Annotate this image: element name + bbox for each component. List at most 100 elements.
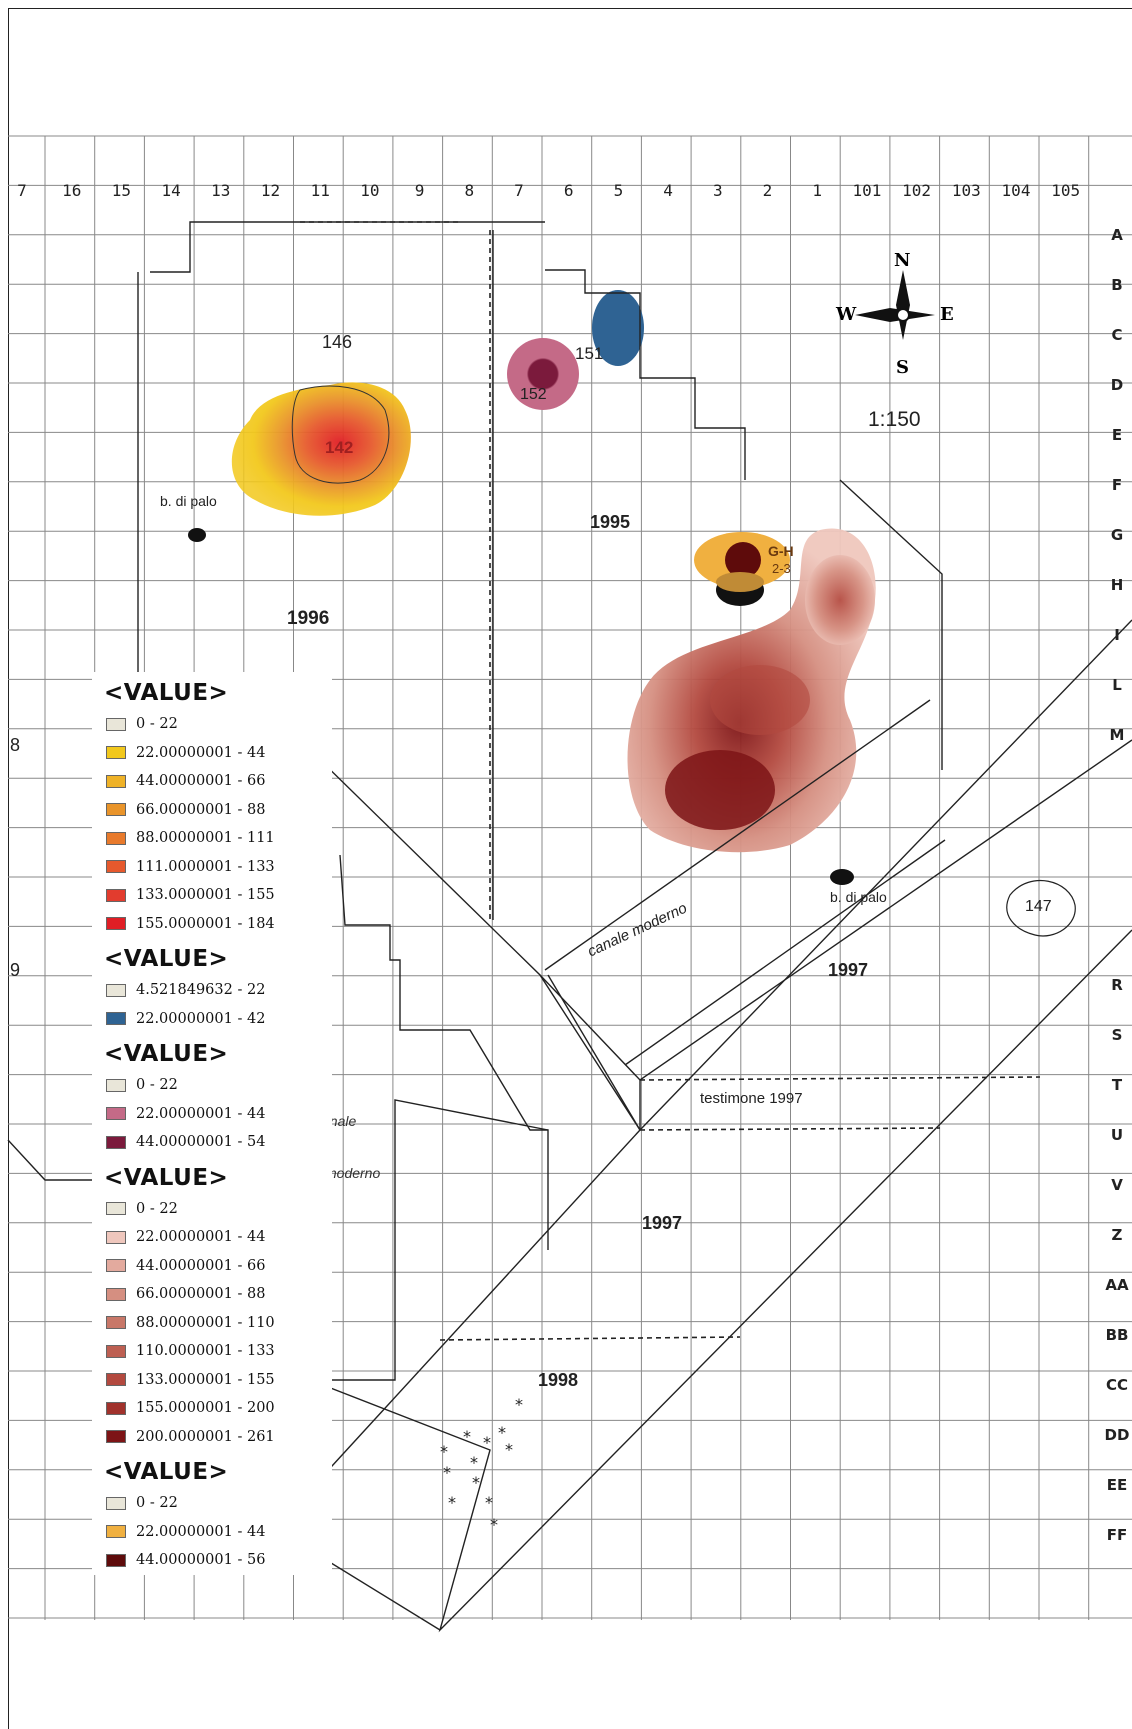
legend-swatch xyxy=(106,1316,126,1330)
legend-item: 133.0000001 - 155 xyxy=(92,881,332,910)
row-label: C xyxy=(1111,326,1122,344)
legend-item: 66.00000001 - 88 xyxy=(92,796,332,825)
star-markers: *** *** *** *** xyxy=(440,1395,523,1534)
pole-holes xyxy=(188,528,854,885)
row-label: R xyxy=(1111,976,1123,994)
boundary-147 xyxy=(1006,879,1076,937)
svg-text:*: * xyxy=(440,1442,448,1461)
legend-label: 44.00000001 - 66 xyxy=(136,1257,266,1274)
column-label: 7 xyxy=(17,181,27,200)
legend-item: 155.0000001 - 200 xyxy=(92,1394,332,1423)
legend-label: 22.00000001 - 44 xyxy=(136,1523,266,1540)
heat-pink xyxy=(507,338,579,410)
svg-text:*: * xyxy=(470,1453,478,1472)
legend-swatch xyxy=(106,983,126,997)
legend-swatch xyxy=(106,1525,126,1539)
legend-swatch xyxy=(106,1553,126,1567)
column-label: 16 xyxy=(62,181,81,200)
row-label: E xyxy=(1112,426,1122,444)
label-142: 142 xyxy=(325,438,354,457)
legend-label: 88.00000001 - 110 xyxy=(136,1314,275,1331)
legend-label: 44.00000001 - 66 xyxy=(136,773,266,790)
legend-item: 200.0000001 - 261 xyxy=(92,1423,332,1452)
legend-title: <VALUE> xyxy=(104,946,229,972)
label-canale-2b: moderno xyxy=(325,1165,381,1181)
legend-label: 0 - 22 xyxy=(136,1077,178,1094)
column-label: 9 xyxy=(415,181,425,200)
compass-w: W xyxy=(836,304,857,325)
label-year-1997a: 1997 xyxy=(828,960,869,980)
compass-s: S xyxy=(896,357,909,378)
legend-item: 133.0000001 - 155 xyxy=(92,1366,332,1395)
legend-swatch xyxy=(106,917,126,931)
column-label: 14 xyxy=(161,181,180,200)
legend-label: 22.00000001 - 44 xyxy=(136,1229,266,1246)
row-label: CC xyxy=(1106,1376,1128,1394)
row-label: V xyxy=(1111,1176,1123,1194)
svg-text:*: * xyxy=(515,1395,523,1414)
legend-title: <VALUE> xyxy=(104,680,229,706)
legend-label: 155.0000001 - 200 xyxy=(136,1400,275,1417)
row-label: EE xyxy=(1107,1476,1128,1494)
legend-swatch xyxy=(106,1230,126,1244)
heat-gh xyxy=(694,532,790,606)
legend-label: 44.00000001 - 54 xyxy=(136,1134,266,1151)
svg-text:*: * xyxy=(472,1473,480,1492)
svg-text:*: * xyxy=(483,1433,491,1452)
legend-label: 133.0000001 - 155 xyxy=(136,1371,275,1388)
heat-red-large xyxy=(627,528,876,853)
svg-text:*: * xyxy=(463,1427,471,1446)
row-label: A xyxy=(1111,226,1123,244)
label-buco-palo-2: b. di palo xyxy=(830,889,887,905)
row-label: D xyxy=(1111,376,1123,394)
label-partial-8: 8 xyxy=(10,735,21,755)
legend-swatch xyxy=(106,831,126,845)
column-label: 104 xyxy=(1002,181,1031,200)
heat-yellow-red xyxy=(231,382,411,516)
column-label: 6 xyxy=(564,181,574,200)
compass-icon xyxy=(855,270,935,340)
legend-label: 0 - 22 xyxy=(136,716,178,733)
column-label: 103 xyxy=(952,181,981,200)
legend-swatch xyxy=(106,1287,126,1301)
legend-item: 4.521849632 - 22 xyxy=(92,976,332,1005)
label-gh: G-H xyxy=(768,543,794,559)
legend-item: 22.00000001 - 44 xyxy=(92,1223,332,1252)
legend-swatch xyxy=(106,803,126,817)
column-label: 101 xyxy=(852,181,881,200)
legend-swatch xyxy=(106,1259,126,1273)
row-label: G xyxy=(1111,526,1123,544)
compass-n: N xyxy=(894,250,911,271)
column-label: 13 xyxy=(211,181,230,200)
svg-text:*: * xyxy=(490,1515,498,1534)
column-label: 8 xyxy=(464,181,474,200)
legend-label: 200.0000001 - 261 xyxy=(136,1428,275,1445)
svg-text:*: * xyxy=(443,1463,451,1482)
legend-item: 22.00000001 - 44 xyxy=(92,1518,332,1547)
svg-text:*: * xyxy=(498,1423,506,1442)
legend-item: 66.00000001 - 88 xyxy=(92,1280,332,1309)
label-partial-9: 9 xyxy=(10,960,21,980)
row-label: M xyxy=(1110,726,1125,744)
column-label: 4 xyxy=(663,181,673,200)
row-label: U xyxy=(1111,1126,1123,1144)
legend-label: 111.0000001 - 133 xyxy=(136,858,275,875)
legend-item: 0 - 22 xyxy=(92,1489,332,1518)
legend-swatch xyxy=(106,1012,126,1026)
row-label: BB xyxy=(1106,1326,1129,1344)
legend-label: 22.00000001 - 44 xyxy=(136,1105,266,1122)
legend-item: 88.00000001 - 111 xyxy=(92,824,332,853)
column-label: 5 xyxy=(614,181,624,200)
row-label: AA xyxy=(1105,1276,1129,1294)
legend-item: 88.00000001 - 110 xyxy=(92,1309,332,1338)
row-label: F xyxy=(1112,476,1122,494)
legend-swatch xyxy=(106,1496,126,1510)
legend-title: <VALUE> xyxy=(104,1164,229,1191)
column-label: 10 xyxy=(360,181,379,200)
column-label: 102 xyxy=(902,181,931,200)
column-label: 1 xyxy=(812,181,822,200)
legend-item: 22.00000001 - 44 xyxy=(92,1100,332,1129)
heat-blue xyxy=(592,290,644,366)
legend-item: 44.00000001 - 54 xyxy=(92,1128,332,1157)
row-label: DD xyxy=(1105,1426,1130,1444)
